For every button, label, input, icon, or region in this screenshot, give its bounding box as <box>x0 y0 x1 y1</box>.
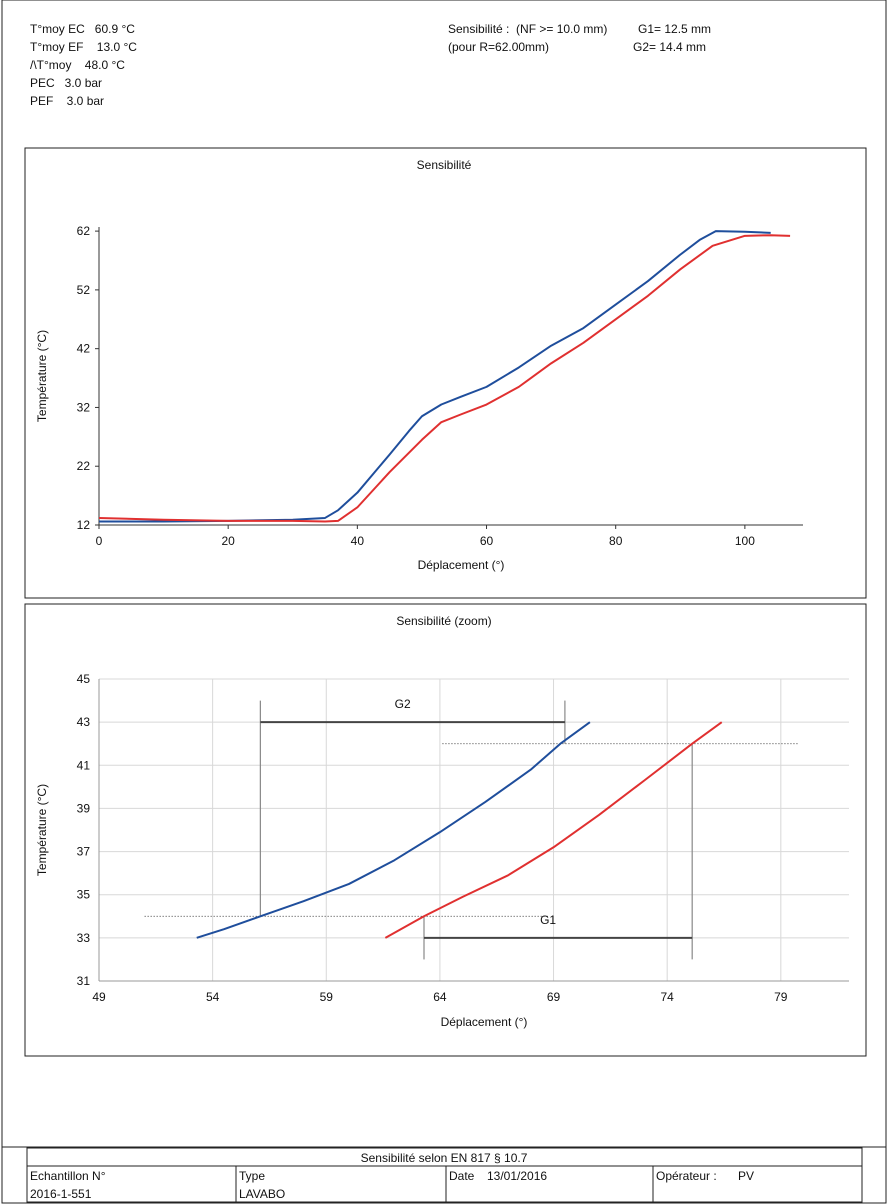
header-line: Sensibilité : (NF >= 10.0 mm) <box>448 22 607 36</box>
y-tick-label: 32 <box>77 400 91 414</box>
chart-frame <box>24 603 867 1057</box>
x-tick-label: 54 <box>206 990 220 1004</box>
footer-label: Date <box>449 1169 475 1183</box>
series-line <box>99 230 771 523</box>
header-line: G2= 14.4 mm <box>633 40 706 54</box>
x-tick-label: 49 <box>92 990 106 1004</box>
y-tick-label: 52 <box>77 283 91 297</box>
x-tick-label: 74 <box>661 990 675 1004</box>
y-tick-label: 31 <box>77 974 91 988</box>
header-line: (pour R=62.00mm) <box>448 40 549 54</box>
chart-title: Sensibilité <box>417 158 472 172</box>
x-tick-label: 64 <box>433 990 447 1004</box>
header-line: T°moy EF 13.0 °C <box>30 40 137 54</box>
y-tick-label: 62 <box>77 224 91 238</box>
footer-label: Echantillon N° <box>30 1169 106 1183</box>
x-tick-label: 59 <box>320 990 334 1004</box>
header-line: G1= 12.5 mm <box>638 22 711 36</box>
x-axis-label: Déplacement (°) <box>418 558 505 572</box>
header-line: /\T°moy 48.0 °C <box>30 58 125 72</box>
bracket-label: G2 <box>395 697 411 711</box>
y-tick-label: 35 <box>77 888 91 902</box>
bracket-label: G1 <box>540 913 556 927</box>
x-tick-label: 79 <box>774 990 788 1004</box>
x-axis-label: Déplacement (°) <box>441 1015 528 1029</box>
footer-label: Opérateur : <box>656 1169 717 1183</box>
footer-label: Type <box>239 1169 265 1183</box>
y-tick-label: 12 <box>77 518 91 532</box>
x-tick-label: 60 <box>480 534 494 548</box>
footer-value: 13/01/2016 <box>487 1169 547 1183</box>
y-tick-label: 37 <box>77 845 91 859</box>
y-axis-label: Température (°C) <box>35 330 49 422</box>
y-tick-label: 41 <box>77 758 91 772</box>
header-line: PEF 3.0 bar <box>30 94 104 108</box>
y-tick-label: 39 <box>77 801 91 815</box>
x-tick-label: 40 <box>351 534 365 548</box>
header-line: PEC 3.0 bar <box>30 76 102 90</box>
x-tick-label: 0 <box>96 534 103 548</box>
x-tick-label: 80 <box>609 534 623 548</box>
y-tick-label: 43 <box>77 715 91 729</box>
x-tick-label: 100 <box>735 534 755 548</box>
x-tick-label: 20 <box>221 534 235 548</box>
chart-title: Sensibilité (zoom) <box>396 614 491 628</box>
header-line: T°moy EC 60.9 °C <box>30 22 135 36</box>
y-tick-label: 33 <box>77 931 91 945</box>
y-axis-label: Température (°C) <box>35 784 49 876</box>
x-tick-label: 69 <box>547 990 561 1004</box>
y-tick-label: 22 <box>77 459 91 473</box>
footer-value: PV <box>738 1169 754 1183</box>
footer-value: 2016-1-551 <box>30 1187 92 1201</box>
footer-value: LAVABO <box>239 1187 285 1201</box>
footer-table <box>26 1147 863 1203</box>
series-line <box>196 721 591 939</box>
footer-title: Sensibilité selon EN 817 § 10.7 <box>361 1151 528 1165</box>
series-line <box>98 234 791 523</box>
y-tick-label: 42 <box>77 342 91 356</box>
series-line <box>384 721 723 939</box>
y-tick-label: 45 <box>77 672 91 686</box>
chart-frame <box>24 147 867 599</box>
